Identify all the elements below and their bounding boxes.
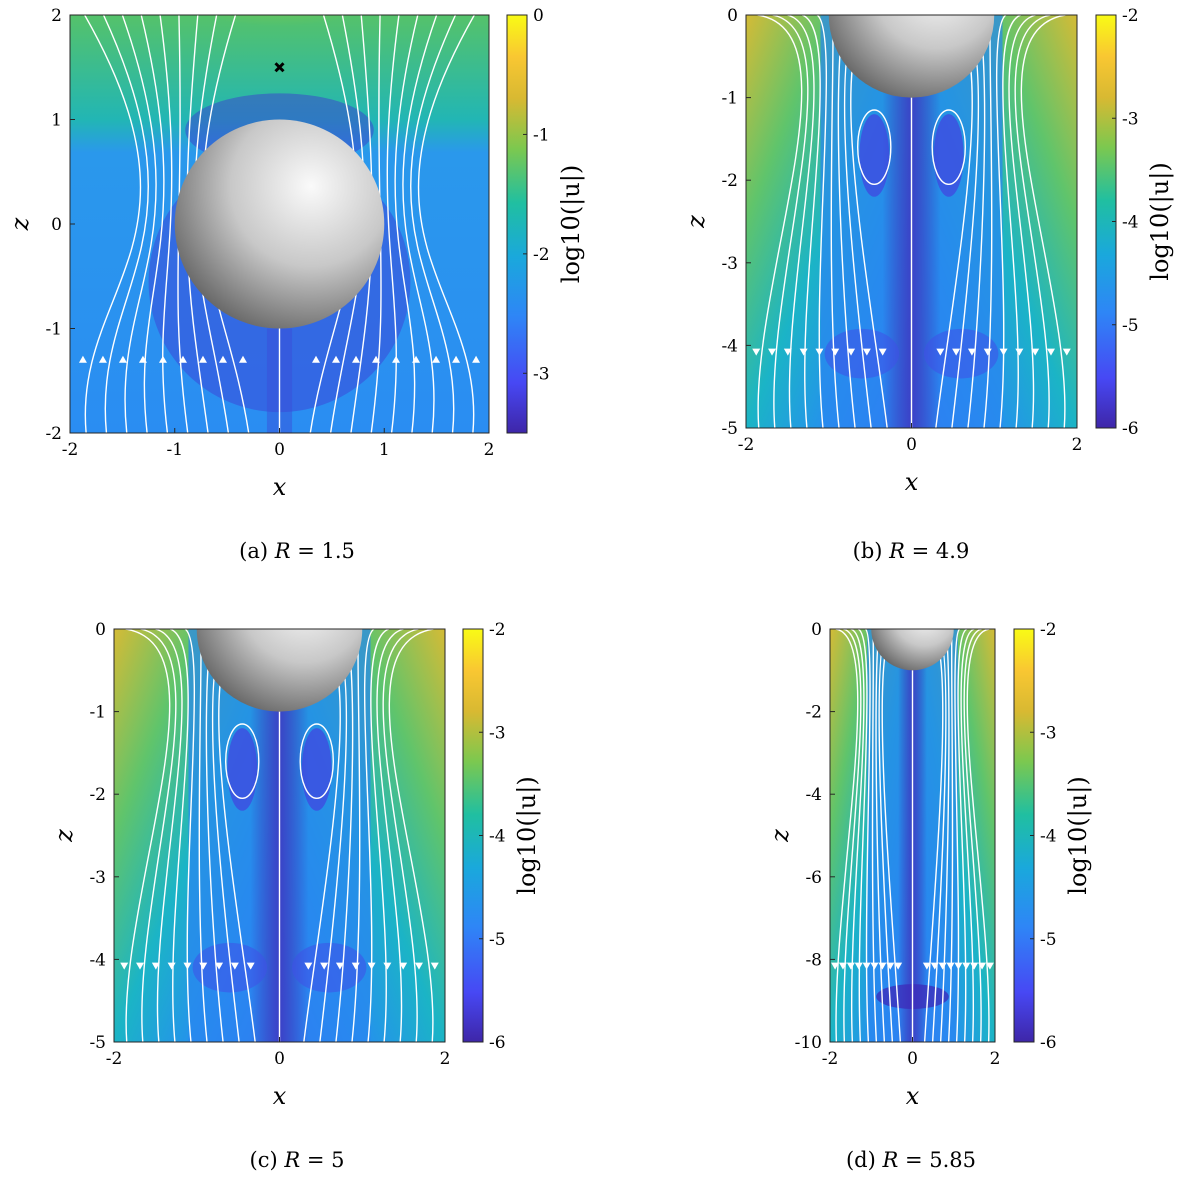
colorbar-tick-label: -5 bbox=[489, 930, 506, 950]
y-tick-label: 2 bbox=[51, 6, 62, 26]
colorbar-tick-label: -6 bbox=[489, 1033, 506, 1053]
colorbar-label: log10(|u|) bbox=[513, 776, 542, 894]
x-tick-label: 2 bbox=[1072, 435, 1083, 455]
y-tick-label: -6 bbox=[805, 868, 822, 888]
y-tick-label: -5 bbox=[89, 1033, 106, 1053]
x-tick-label: -2 bbox=[738, 435, 755, 455]
y-tick-label: -4 bbox=[721, 336, 738, 356]
field-map bbox=[70, 0, 489, 433]
colorbar-tick-label: -2 bbox=[1122, 6, 1139, 26]
x-tick-label: 1 bbox=[379, 440, 390, 460]
y-tick-label: -8 bbox=[805, 950, 822, 970]
field-map bbox=[114, 546, 445, 1042]
panel-c: -2 0 2 0 -1 -2 -3 -4 -5 x z -2 -3 -4 -5 -6 log10(|u|) (c)… bbox=[50, 546, 542, 1172]
colorbar-tick-label: -4 bbox=[1040, 827, 1057, 847]
colorbar-label: log10(|u|) bbox=[557, 165, 586, 283]
y-tick-label: -10 bbox=[795, 1033, 822, 1053]
x-tick-label: 2 bbox=[484, 440, 495, 460]
colorbar-label: log10(|u|) bbox=[1146, 162, 1175, 280]
x-axis-label: x bbox=[273, 1082, 287, 1110]
x-tick-label: 0 bbox=[274, 1049, 285, 1069]
x-axis-label: x bbox=[273, 473, 287, 501]
y-tick-label: -3 bbox=[721, 254, 738, 274]
field-map bbox=[746, 0, 1077, 428]
y-tick-label: 0 bbox=[811, 620, 822, 640]
caption-prefix: (b) bbox=[853, 539, 890, 563]
colorbar-tick-label: -3 bbox=[489, 723, 506, 743]
x-tick-label: 2 bbox=[440, 1049, 451, 1069]
sphere bbox=[175, 120, 385, 329]
y-tick-label: -3 bbox=[89, 868, 106, 888]
y-axis-label: z bbox=[766, 829, 794, 843]
colorbar-tick-label: -3 bbox=[1040, 723, 1057, 743]
colorbar-tick-label: -2 bbox=[533, 245, 550, 265]
panel-a: -2 -1 0 1 2 -2 -1 0 1 2 x z 0 -1 -2 -3 log10(|u|) (a) R =… bbox=[6, 0, 586, 563]
colorbar-tick-label: -3 bbox=[533, 364, 550, 384]
caption-variable: R bbox=[888, 539, 905, 563]
x-tick-label: -2 bbox=[822, 1049, 839, 1069]
caption-value: = 5.85 bbox=[898, 1148, 976, 1172]
caption-value: = 1.5 bbox=[291, 539, 355, 563]
colorbar-tick-label: 0 bbox=[533, 6, 544, 26]
y-tick-label: -4 bbox=[89, 950, 106, 970]
caption-variable: R bbox=[283, 1148, 300, 1172]
colorbar-tick-label: -6 bbox=[1040, 1033, 1057, 1053]
x-axis-label: x bbox=[905, 468, 919, 496]
colorbar bbox=[507, 15, 527, 433]
panel-caption: (c) R = 5 bbox=[250, 1148, 345, 1172]
colorbar-tick-label: -4 bbox=[1122, 213, 1139, 233]
caption-variable: R bbox=[274, 539, 291, 563]
caption-value: = 4.9 bbox=[905, 539, 969, 563]
colorbar-tick-label: -3 bbox=[1122, 109, 1139, 129]
colorbar-tick-label: -5 bbox=[1040, 930, 1057, 950]
y-tick-label: -2 bbox=[89, 785, 106, 805]
panel-d: -2 0 2 0 -2 -4 -6 -8 -10 x z -2 -3 -4 -5 -6 log10(|u|) (d… bbox=[766, 588, 1093, 1172]
y-axis-label: z bbox=[682, 215, 710, 229]
y-tick-label: 0 bbox=[95, 620, 106, 640]
colorbar-tick-label: -6 bbox=[1122, 419, 1139, 439]
colorbar-label: log10(|u|) bbox=[1064, 776, 1093, 894]
x-tick-label: -2 bbox=[62, 440, 79, 460]
y-tick-label: 0 bbox=[727, 6, 738, 26]
caption-prefix: (c) bbox=[250, 1148, 285, 1172]
panel-caption: (a) R = 1.5 bbox=[239, 539, 355, 563]
y-tick-label: -1 bbox=[45, 320, 62, 340]
colorbar-tick-label: -4 bbox=[489, 827, 506, 847]
x-axis-label: x bbox=[906, 1082, 920, 1110]
colorbar-tick-label: -2 bbox=[1040, 620, 1057, 640]
caption-variable: R bbox=[881, 1148, 898, 1172]
y-tick-label: -1 bbox=[721, 89, 738, 109]
y-tick-label: -1 bbox=[89, 703, 106, 723]
caption-prefix: (a) bbox=[239, 539, 275, 563]
panel-caption: (d) R = 5.85 bbox=[846, 1148, 976, 1172]
y-axis-label: z bbox=[6, 217, 34, 231]
y-tick-label: -2 bbox=[721, 171, 738, 191]
y-tick-label: 0 bbox=[51, 215, 62, 235]
x-tick-label: 2 bbox=[990, 1049, 1001, 1069]
y-tick-label: -4 bbox=[805, 785, 822, 805]
y-axis-label: z bbox=[50, 829, 78, 843]
y-tick-label: -2 bbox=[45, 424, 62, 444]
x-tick-label: 0 bbox=[907, 1049, 918, 1069]
colorbar-tick-label: -5 bbox=[1122, 316, 1139, 336]
field-map bbox=[830, 588, 995, 1042]
panel-b: -2 0 2 0 -1 -2 -3 -4 -5 x z -2 -3 -4 -5 -6 log10(|u|) (b)… bbox=[682, 0, 1175, 563]
caption-prefix: (d) bbox=[846, 1148, 883, 1172]
y-tick-label: 1 bbox=[51, 111, 62, 131]
panel-caption: (b) R = 4.9 bbox=[853, 539, 970, 563]
colorbar-tick-label: -1 bbox=[533, 125, 550, 145]
x-tick-label: 0 bbox=[274, 440, 285, 460]
x-tick-label: -2 bbox=[106, 1049, 123, 1069]
colorbar-tick-label: -2 bbox=[489, 620, 506, 640]
y-tick-label: -2 bbox=[805, 703, 822, 723]
caption-value: = 5 bbox=[300, 1148, 344, 1172]
x-tick-label: -1 bbox=[166, 440, 183, 460]
y-tick-label: -5 bbox=[721, 419, 738, 439]
x-tick-label: 0 bbox=[906, 435, 917, 455]
